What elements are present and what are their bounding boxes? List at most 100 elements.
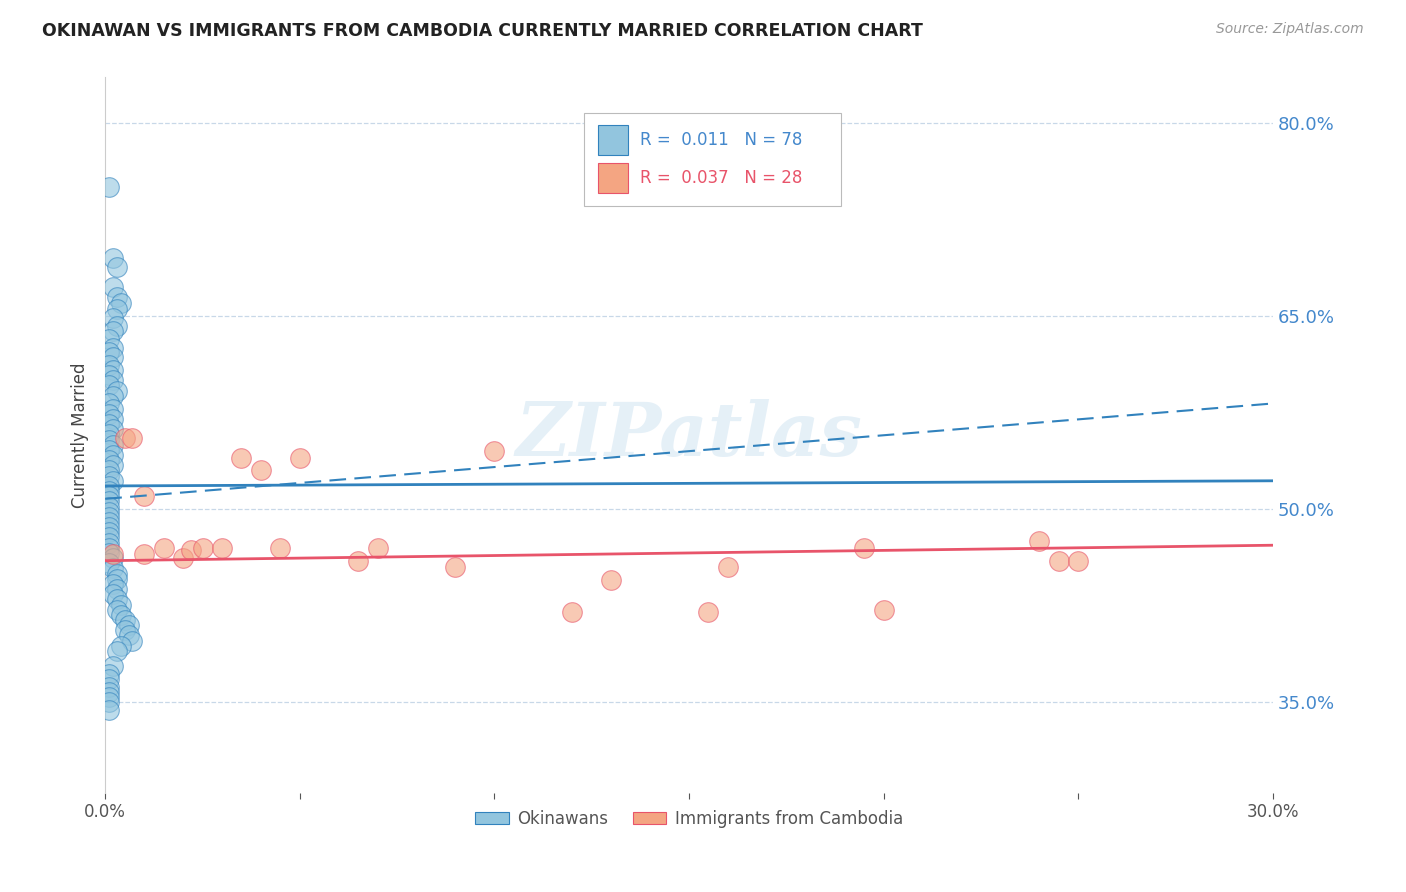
Point bbox=[101, 389, 124, 403]
Point bbox=[697, 605, 720, 619]
Point bbox=[105, 384, 128, 398]
Point bbox=[101, 251, 124, 265]
Point bbox=[1028, 534, 1050, 549]
Point bbox=[98, 368, 121, 383]
Point bbox=[101, 438, 124, 452]
Point bbox=[105, 289, 128, 303]
Point bbox=[110, 607, 132, 622]
Point bbox=[347, 554, 370, 568]
Point bbox=[101, 422, 124, 436]
Point bbox=[98, 479, 121, 493]
Point bbox=[872, 602, 894, 616]
Point bbox=[98, 685, 121, 699]
Point bbox=[114, 431, 136, 445]
Point bbox=[1047, 554, 1070, 568]
Point bbox=[105, 644, 128, 658]
Point bbox=[101, 547, 124, 561]
Point bbox=[101, 350, 124, 364]
Point bbox=[98, 672, 121, 686]
Point bbox=[117, 618, 139, 632]
Point bbox=[98, 500, 121, 514]
Point bbox=[717, 560, 740, 574]
Point bbox=[98, 505, 121, 519]
Point bbox=[98, 695, 121, 709]
Point bbox=[152, 541, 174, 555]
Point bbox=[853, 541, 876, 555]
Point bbox=[114, 624, 136, 638]
Point bbox=[101, 587, 124, 601]
Point bbox=[110, 296, 132, 310]
Point bbox=[98, 535, 121, 549]
Point bbox=[134, 489, 156, 503]
Point bbox=[98, 489, 121, 503]
Point bbox=[231, 450, 253, 465]
Point bbox=[101, 458, 124, 473]
Point bbox=[98, 396, 121, 410]
Point bbox=[98, 345, 121, 359]
Point bbox=[180, 543, 202, 558]
Point bbox=[98, 703, 121, 717]
Point bbox=[288, 450, 311, 465]
Point bbox=[105, 602, 128, 616]
Text: ZIPatlas: ZIPatlas bbox=[516, 399, 862, 471]
Point bbox=[98, 531, 121, 545]
Point bbox=[110, 598, 132, 612]
Point bbox=[101, 412, 124, 426]
Point bbox=[101, 324, 124, 338]
Point bbox=[98, 468, 121, 483]
Point bbox=[114, 613, 136, 627]
Point bbox=[98, 509, 121, 524]
Point bbox=[98, 332, 121, 346]
Point bbox=[98, 690, 121, 705]
Point bbox=[121, 431, 143, 445]
Point bbox=[101, 577, 124, 591]
Point bbox=[105, 572, 128, 586]
Point bbox=[101, 341, 124, 355]
Point bbox=[172, 551, 194, 566]
Point bbox=[269, 541, 291, 555]
Point bbox=[444, 560, 467, 574]
Point bbox=[98, 180, 121, 194]
Point bbox=[117, 628, 139, 642]
Point bbox=[98, 556, 121, 570]
Point bbox=[105, 302, 128, 317]
FancyBboxPatch shape bbox=[598, 163, 628, 194]
Point bbox=[101, 401, 124, 416]
Point bbox=[1067, 554, 1090, 568]
Point bbox=[98, 417, 121, 431]
Point bbox=[98, 433, 121, 447]
Point bbox=[98, 667, 121, 681]
Point bbox=[105, 582, 128, 596]
Point bbox=[211, 541, 233, 555]
Point bbox=[101, 363, 124, 377]
Point bbox=[98, 442, 121, 457]
Point bbox=[101, 561, 124, 575]
Text: R =  0.037   N = 28: R = 0.037 N = 28 bbox=[640, 169, 803, 187]
Point bbox=[98, 463, 121, 477]
Point bbox=[98, 515, 121, 529]
Text: Source: ZipAtlas.com: Source: ZipAtlas.com bbox=[1216, 22, 1364, 37]
Point bbox=[98, 546, 121, 560]
Point bbox=[101, 448, 124, 462]
Point bbox=[98, 520, 121, 534]
Point bbox=[98, 427, 121, 442]
Point bbox=[98, 358, 121, 372]
Point bbox=[105, 319, 128, 334]
Point bbox=[98, 453, 121, 467]
Y-axis label: Currently Married: Currently Married bbox=[72, 362, 89, 508]
Point bbox=[600, 573, 623, 587]
Text: OKINAWAN VS IMMIGRANTS FROM CAMBODIA CURRENTLY MARRIED CORRELATION CHART: OKINAWAN VS IMMIGRANTS FROM CAMBODIA CUR… bbox=[42, 22, 924, 40]
Point bbox=[484, 444, 506, 458]
Point bbox=[105, 566, 128, 581]
Point bbox=[105, 592, 128, 607]
Point bbox=[121, 633, 143, 648]
Legend: Okinawans, Immigrants from Cambodia: Okinawans, Immigrants from Cambodia bbox=[468, 803, 910, 834]
Point bbox=[191, 541, 214, 555]
Point bbox=[98, 407, 121, 421]
Point bbox=[101, 659, 124, 673]
Point bbox=[98, 541, 121, 555]
Point bbox=[101, 311, 124, 326]
Point bbox=[101, 280, 124, 294]
FancyBboxPatch shape bbox=[583, 113, 841, 206]
Point bbox=[671, 870, 693, 884]
